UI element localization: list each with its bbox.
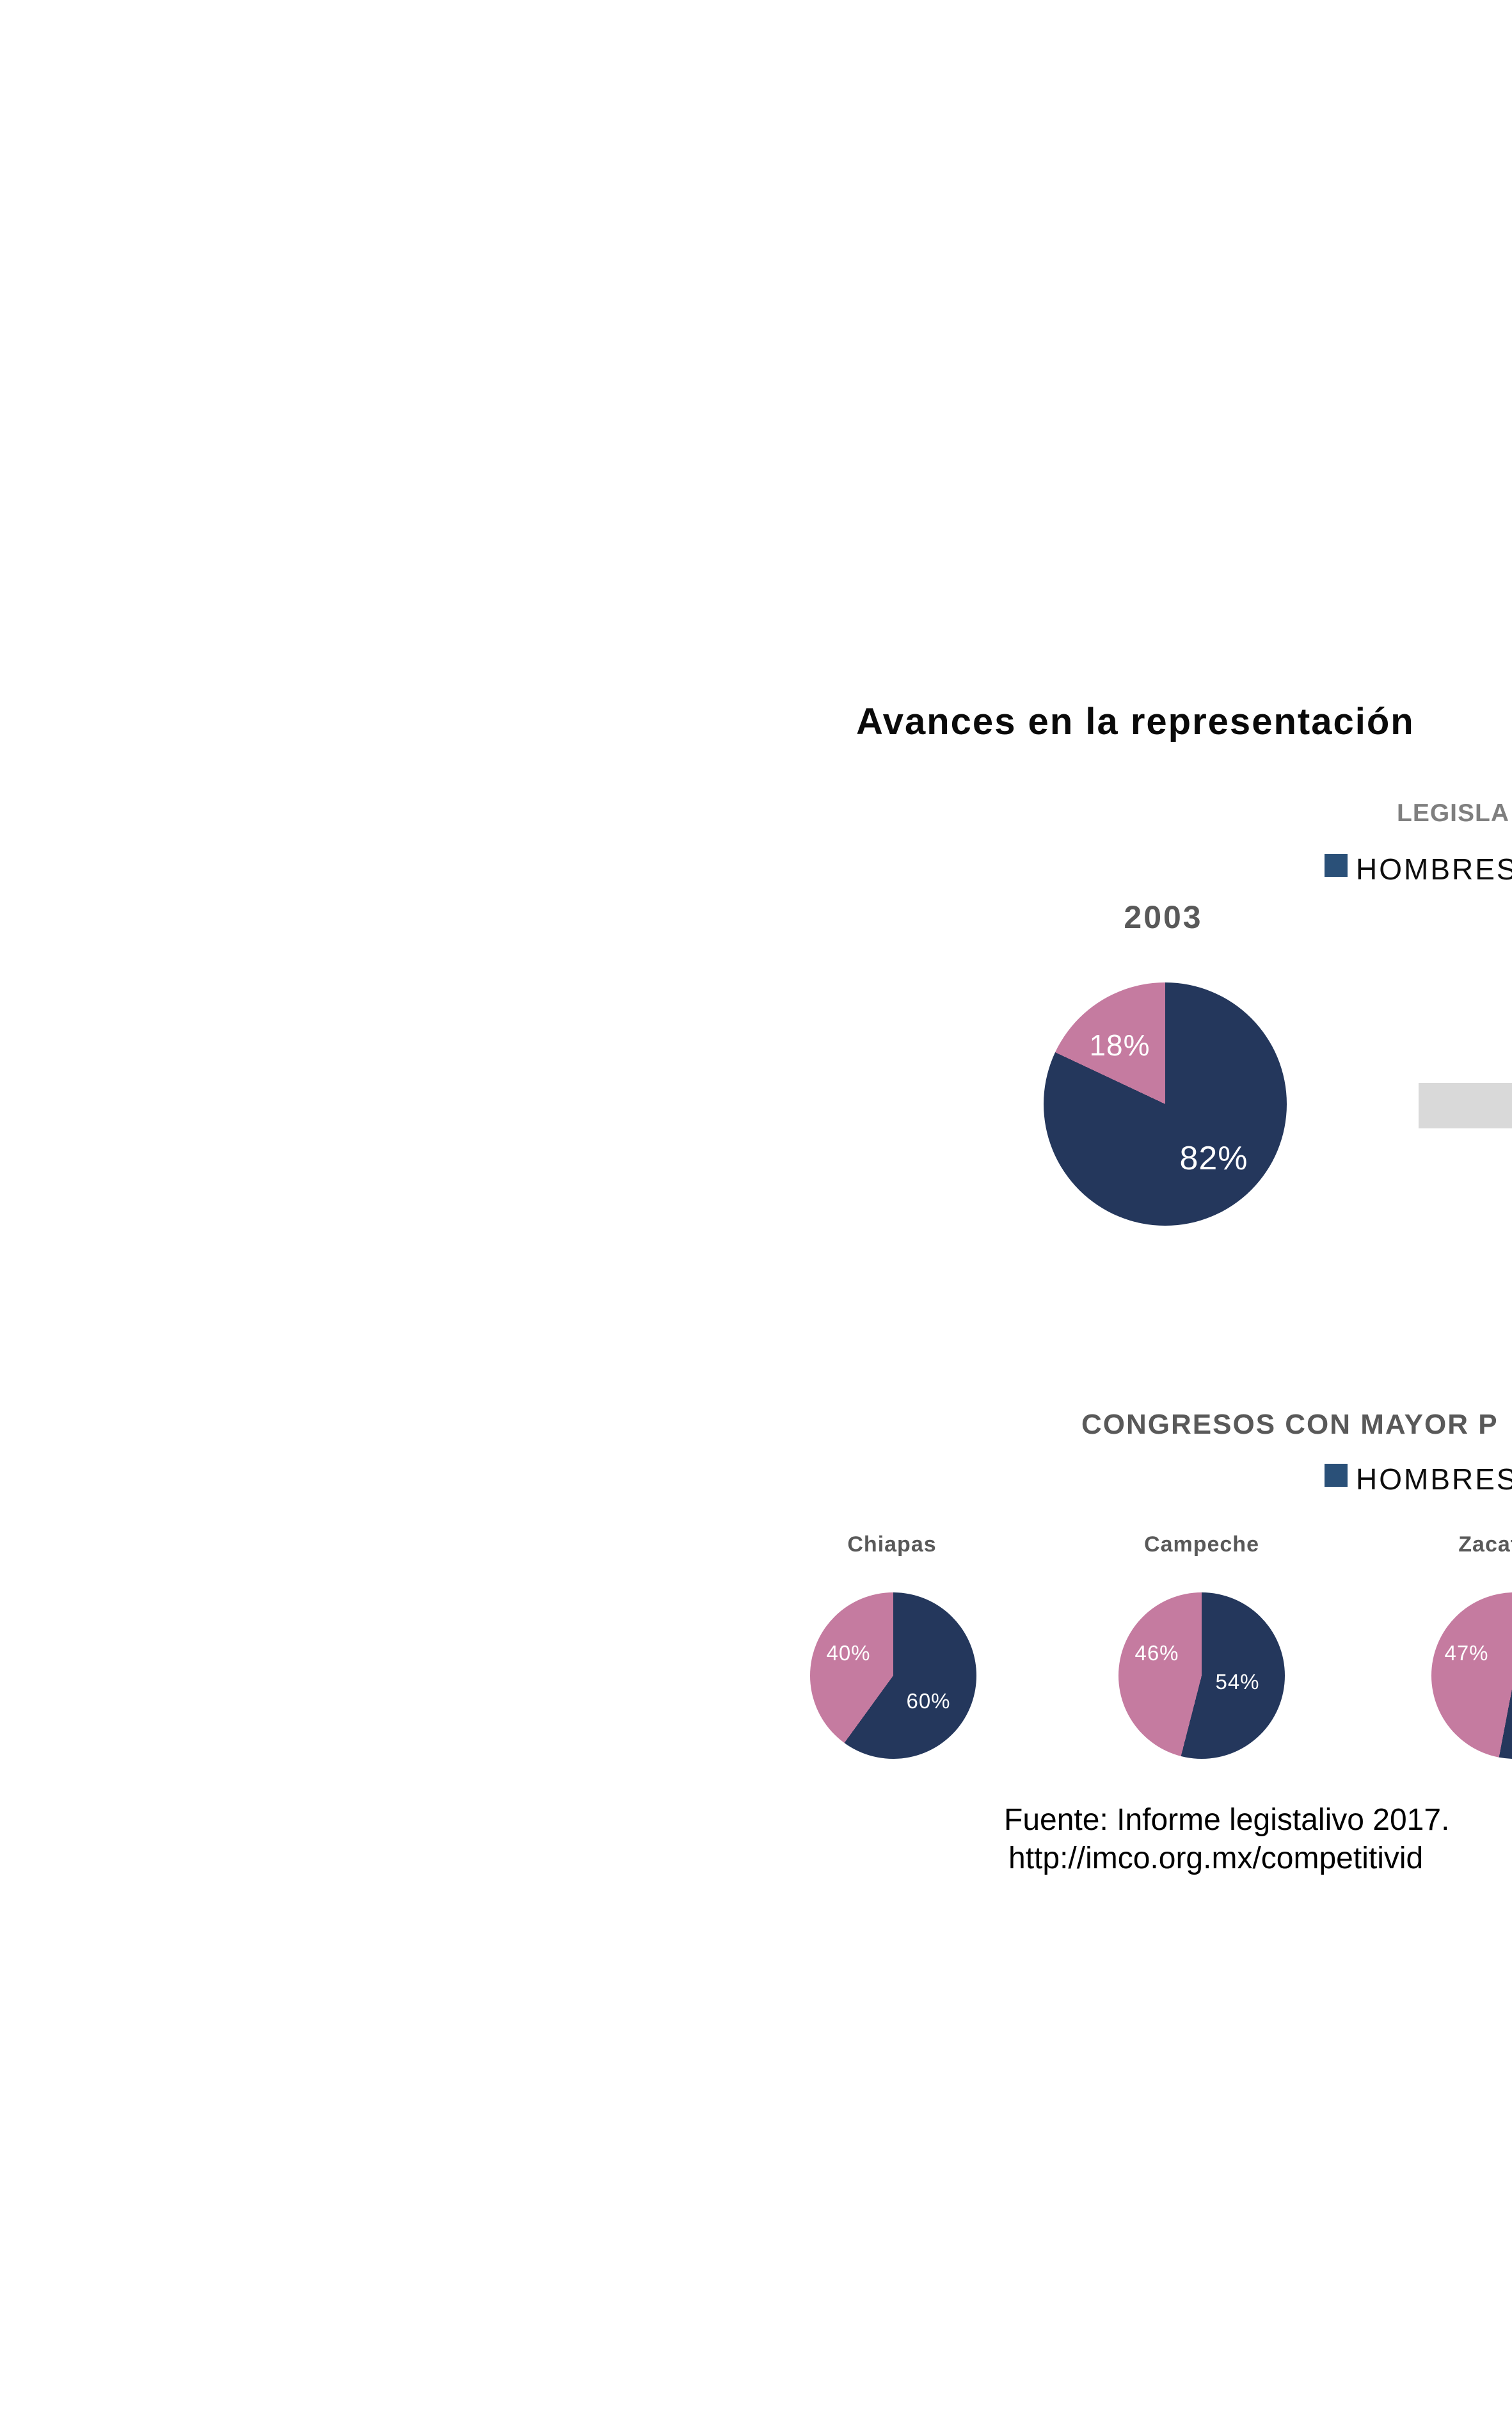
- pie-chart-2003: 18% 82%: [1044, 982, 1287, 1226]
- pie-year-label: 2003: [1124, 899, 1203, 935]
- legend-swatch-hombres-icon: [1325, 1464, 1348, 1487]
- state-label-zacatecas: Zacatecas: [1458, 1532, 1512, 1557]
- bottom-chart-heading: CONGRESOS CON MAYOR P: [1081, 1409, 1499, 1440]
- pie-chart-campeche: 46% 54%: [1118, 1592, 1285, 1759]
- state-label-campeche: Campeche: [1144, 1532, 1259, 1557]
- legend-swatch-hombres-icon: [1325, 854, 1348, 877]
- pie-zacatecas-mujeres-value: 47%: [1444, 1641, 1489, 1665]
- pie-chiapas-mujeres-value: 40%: [826, 1641, 871, 1665]
- pie-campeche-mujeres-value: 46%: [1134, 1641, 1179, 1665]
- page-title: Avances en la representación: [856, 701, 1415, 742]
- state-label-chiapas: Chiapas: [847, 1532, 937, 1557]
- legend-label-hombres: HOMBRES: [1356, 1462, 1512, 1496]
- pie-campeche-hombres-value: 54%: [1215, 1670, 1260, 1694]
- pie-2003-hombres-value: 82%: [1179, 1140, 1248, 1177]
- pie-2003-mujeres-value: 18%: [1089, 1029, 1150, 1062]
- source-url: http://imco.org.mx/competitivid: [1008, 1841, 1424, 1875]
- connector-arrow-bar: [1419, 1083, 1512, 1128]
- top-chart-heading: LEGISLA: [1397, 799, 1510, 827]
- legend-label-hombres: HOMBRES: [1356, 853, 1512, 886]
- pie-chart-zacatecas: 47%: [1431, 1592, 1512, 1759]
- source-text: Fuente: Informe legistalivo 2017.: [1004, 1803, 1450, 1837]
- pie-chart-chiapas: 40% 60%: [810, 1592, 976, 1759]
- pie-chiapas-hombres-value: 60%: [906, 1689, 951, 1713]
